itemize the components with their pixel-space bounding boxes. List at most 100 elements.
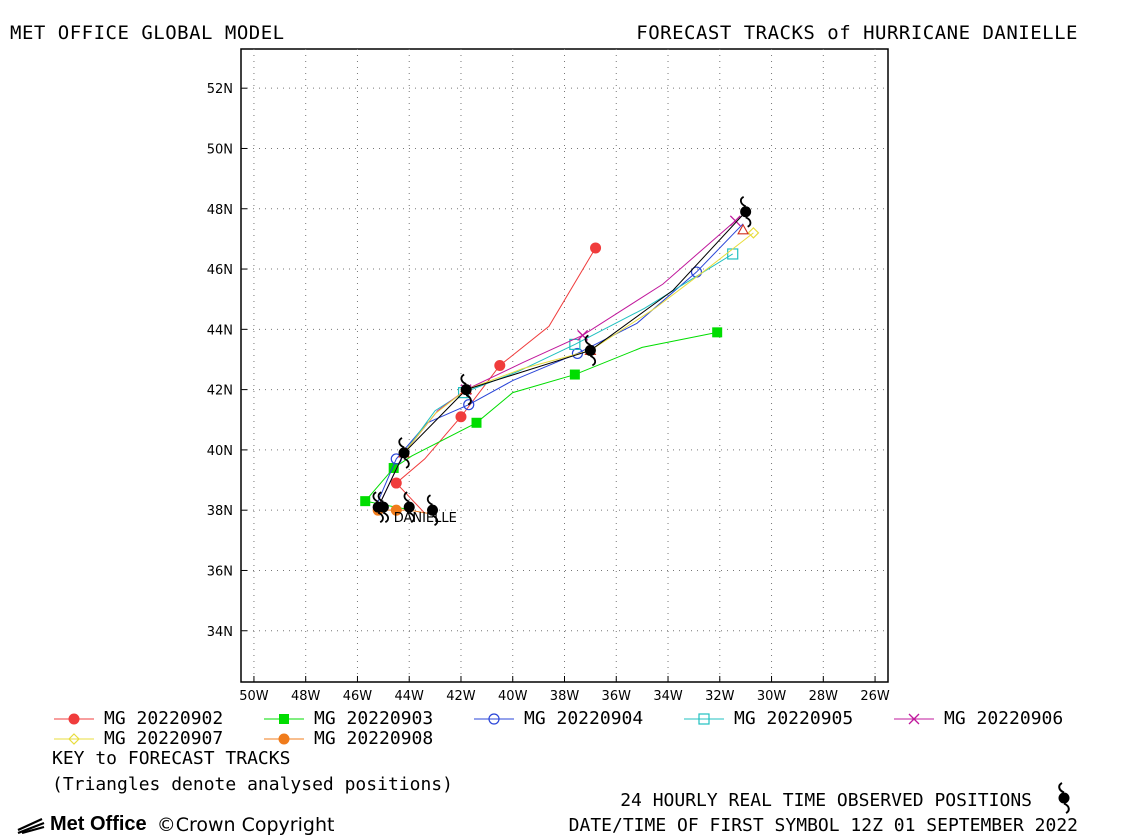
hurricane-symbol-icon [398,437,410,469]
legend-swatch [54,713,94,724]
hurricane-symbol-arm [465,394,472,406]
track-marker [463,399,475,411]
legend-swatch [264,733,304,744]
tick-label-lon: 48W [291,689,321,704]
analysed-triangle [737,223,750,235]
track-line [375,223,744,508]
forecast-track [390,242,602,514]
first-symbol-text: DATE/TIME OF FIRST SYMBOL 12Z 01 SEPTEMB… [568,815,1078,836]
tick-label-lon: 34W [653,689,683,704]
tick-label-lat: 40N [207,444,233,459]
legend-marker [279,713,289,724]
hurricane-symbol-eye [460,384,472,396]
met-office-logo-icon [17,817,45,834]
legend-item: MG 20220906 [892,708,1063,729]
tick-label-lat: 42N [207,384,233,399]
tick-label-lon: 36W [602,689,632,704]
observed-positions-text: 24 HOURLY REAL TIME OBSERVED POSITIONS [620,790,1032,811]
hurricane-symbol-arm [372,491,379,503]
map-axis-ticks: 34N 36N 38N 40N 42N 44N 46N 48N 50N 52N 50W 48W 46W 4… [207,82,890,704]
hurricane-symbol-arm [460,373,467,385]
legend-item: MG 20220907 [52,728,223,749]
hurricane-symbol-icon [1058,782,1070,814]
legend-label: MG 20220906 [944,708,1064,729]
track-marker [455,411,467,423]
track-marker [729,215,741,227]
legend-item: MG 20220908 [262,728,433,749]
hurricane-symbol-icon [740,195,752,228]
legend-label: MG 20220907 [104,728,224,749]
storm-label: DANIELLE [394,511,457,526]
tick-label-lat: 34N [207,625,233,640]
legend-swatch [684,712,724,725]
hurricane-symbol-eye [427,504,439,516]
tick-label-lat: 38N [207,504,233,519]
hurricane-symbol-arm [403,491,410,503]
track-marker [712,327,723,338]
hurricane-symbol-arm [584,334,591,346]
forecast-track [360,327,723,511]
tick-label-lat: 48N [207,203,233,218]
hurricane-symbol-arm [745,216,752,228]
hurricane-symbol-icon [403,491,415,523]
analysed-track-line [377,211,747,508]
tick-label-lon: 30W [757,689,787,704]
legend-label: MG 20220903 [314,708,434,729]
observed-positions [372,195,752,526]
legend-marker [68,732,80,745]
hurricane-symbol-eye [584,344,596,356]
hurricane-symbol-eye [372,501,384,513]
hurricane-symbol-arm [740,195,747,208]
hurricane-symbol-eye [740,206,752,218]
track-marker [388,462,399,473]
track-marker [390,477,402,489]
hurricane-symbol-arm [426,494,433,506]
tick-label-lat: 44N [207,323,233,338]
hurricane-symbol-arm [398,437,405,449]
hurricane-symbol-icon [426,494,439,526]
legend-swatch [474,712,514,725]
tick-label-lon: 28W [809,689,839,704]
hurricane-symbol-icon [372,491,384,523]
hurricane-symbol-arm [403,457,410,469]
tick-label-lon: 26W [860,689,890,704]
legend-item: MG 20220902 [52,708,223,729]
legend-swatch [264,713,304,724]
forecast-tracks [360,215,760,516]
track-marker [590,242,602,254]
hurricane-symbol-arm [377,491,384,503]
tick-label-lat: 36N [207,564,233,579]
tick-label-lat: 50N [207,142,233,157]
legend-item: MG 20220904 [472,708,643,729]
tick-label-lat: 46N [207,263,233,278]
header-right-title: FORECAST TRACKS of HURRICANE DANIELLE [636,22,1078,44]
legend-marker [488,712,500,725]
tick-label-lon: 50W [239,689,269,704]
hurricane-symbol-icon [584,334,597,367]
hurricane-symbol-icon [460,373,472,406]
tick-label-lon: 44W [395,689,425,704]
header-left-title: MET OFFICE GLOBAL MODEL [10,22,285,44]
hurricane-symbol-arm [408,511,415,523]
hurricane-symbol-arm [589,355,597,367]
track-marker [494,360,506,371]
legend-item: MG 20220903 [262,708,433,729]
legend-marker [908,713,920,724]
track-marker [569,369,580,380]
tick-label-lon: 46W [343,689,373,704]
hurricane-symbol-arm [432,514,439,526]
legend-marker [278,733,290,744]
tick-label-lon: 32W [705,689,735,704]
hurricane-symbol-arm [377,511,384,523]
legend-marker [68,713,80,724]
legend-marker [698,712,710,725]
tick-label-lon: 38W [550,689,580,704]
tick-label-lat: 52N [207,82,233,97]
copyright-text: ©Crown Copyright [156,813,335,836]
legend-label: MG 20220905 [734,708,854,729]
track-line [403,232,754,454]
tick-label-lon: 40W [498,689,528,704]
hurricane-symbol-eye [403,501,415,513]
key-note: (Triangles denote analysed positions) [52,774,453,795]
